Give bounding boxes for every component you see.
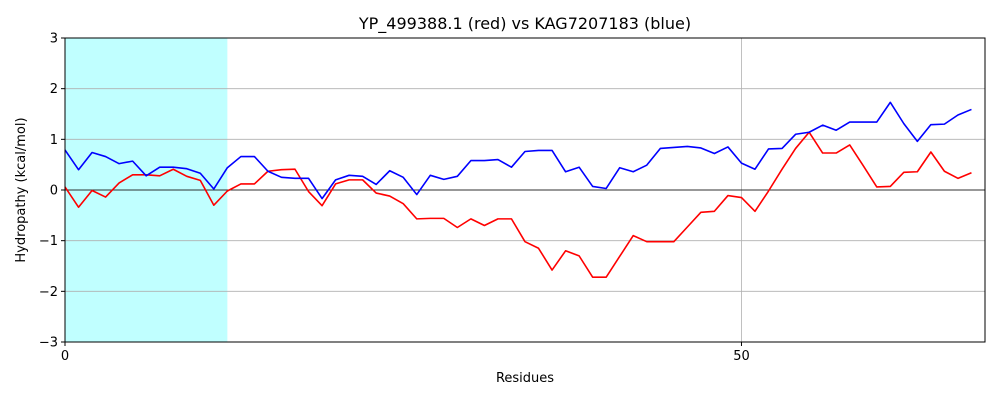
y-tick-label: 1 [50, 133, 58, 148]
x-axis-title: Residues [496, 371, 554, 386]
series-line-2 [64, 101, 972, 200]
y-tick-label: −1 [39, 234, 58, 249]
y-tick-label: 2 [50, 82, 58, 97]
y-axis-title: Hydropathy (kcal/mol) [14, 117, 29, 262]
y-tick-label: 3 [50, 32, 58, 47]
x-tick-label: 50 [733, 349, 750, 364]
y-tick-label: −2 [39, 285, 58, 300]
chart-title: YP_499388.1 (red) vs KAG7207183 (blue) [358, 14, 691, 34]
series-line-1 [64, 131, 972, 278]
x-tick-label: 0 [61, 349, 69, 364]
y-tick-label: −3 [39, 336, 58, 351]
y-tick-label: 0 [50, 184, 58, 199]
